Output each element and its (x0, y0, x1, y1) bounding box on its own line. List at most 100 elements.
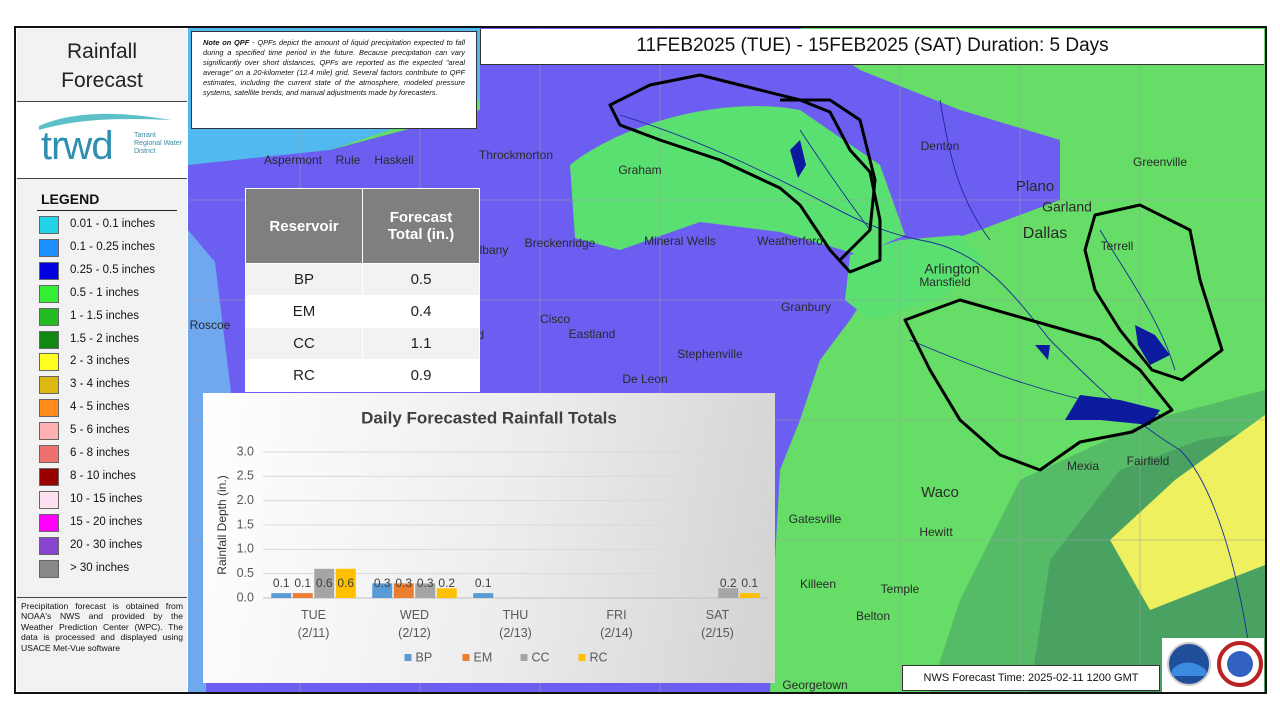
legend-swatch (39, 238, 59, 257)
legend-swatch (520, 654, 528, 661)
chart-panel: Daily Forecasted Rainfall Totals Rainfal… (203, 393, 775, 683)
data-label: 0.2 (438, 576, 455, 590)
legend-label: 3 - 4 inches (70, 378, 130, 391)
y-tick-label: 3.0 (237, 444, 254, 458)
data-label: 0.1 (294, 576, 311, 590)
table-cell: CC (245, 327, 363, 360)
legend-swatch (462, 654, 470, 661)
qpf-text: - QPFs depict the amount of liquid preci… (203, 38, 465, 98)
place-label: De Leon (622, 372, 667, 386)
legend-label: CC (532, 650, 550, 664)
place-label: Roscoe (190, 318, 231, 332)
legend-swatch (39, 490, 59, 509)
place-label: Belton (856, 609, 890, 623)
place-label: Rule (336, 153, 361, 167)
watershed-boundaries (608, 73, 1224, 472)
table-row: EM 0.4 (245, 295, 480, 328)
table-header: Reservoir Forecast Total (in.) (245, 188, 480, 264)
place-label: Graham (618, 163, 661, 177)
place-label: Weatherford (757, 234, 823, 248)
place-label: Greenville (1133, 155, 1187, 169)
legend-item: 20 - 30 inches (39, 536, 189, 556)
chart-legend: BP EM CC RC (404, 650, 608, 664)
chart-title: Daily Forecasted Rainfall Totals (361, 408, 617, 427)
place-label: Mexia (1067, 459, 1099, 473)
legend-swatch (39, 399, 59, 418)
reservoirs (790, 140, 1170, 425)
legend-label: 2 - 3 inches (70, 355, 130, 368)
place-label: Albany (472, 243, 509, 257)
bar (335, 568, 356, 598)
legend-swatch (39, 284, 59, 303)
agency-logos (1162, 638, 1264, 692)
legend-item: 10 - 15 inches (39, 490, 189, 510)
place-label: Georgetown (782, 678, 847, 692)
legend-swatch (39, 536, 59, 555)
legend-label: 1 - 1.5 inches (70, 309, 140, 322)
legend-label: 10 - 15 inches (70, 492, 143, 505)
table-body: BP 0.5 EM 0.4 CC 1.1 RC 0.9 (245, 263, 480, 392)
data-label: 0.1 (273, 576, 290, 590)
place-label: Throckmorton (479, 148, 553, 162)
legend-item: 1 - 1.5 inches (39, 307, 189, 327)
legend-label: 4 - 5 inches (70, 401, 130, 414)
legend-swatch (404, 654, 412, 661)
table-cell: 0.9 (362, 359, 480, 392)
x-tick-label: THU (2/13) (499, 608, 532, 640)
place-label: Mineral Wells (644, 234, 716, 248)
legend-item: 8 - 10 inches (39, 467, 189, 487)
legend-label: 0.1 - 0.25 inches (70, 240, 156, 253)
legend-swatch (578, 654, 586, 661)
bar (271, 593, 292, 598)
table-header-cell: Reservoir (245, 188, 363, 264)
logo-subtitle: Tarrant Regional Water District (134, 132, 182, 155)
place-label: Stephenville (677, 347, 743, 361)
data-label: 0.1 (475, 576, 492, 590)
chart: Daily Forecasted Rainfall Totals Rainfal… (215, 408, 768, 664)
qpf-note: Note on QPF - QPFs depict the amount of … (191, 31, 477, 129)
legend-label: 8 - 10 inches (70, 469, 136, 482)
data-label: 0.1 (741, 576, 758, 590)
y-tick-label: 0.5 (237, 566, 254, 580)
legend-label: 1.5 - 2 inches (70, 332, 140, 345)
bar (292, 593, 313, 598)
legend-swatch (39, 422, 59, 441)
place-label: Terrell (1101, 239, 1134, 253)
place-label: Breckenridge (525, 236, 596, 250)
bar (393, 583, 414, 598)
place-label: Haskell (374, 153, 413, 167)
bar (718, 588, 739, 598)
reservoir-table: Reservoir Forecast Total (in.) BP 0.5 EM 0.4… (245, 188, 480, 392)
logo: trwd Tarrant Regional Water District (17, 101, 187, 179)
place-label: Gatesville (789, 512, 842, 526)
legend-swatch (39, 307, 59, 326)
bar (314, 568, 335, 598)
legend-swatch (39, 376, 59, 395)
legend-item: 2 - 3 inches (39, 352, 189, 372)
table-cell: RC (245, 359, 363, 392)
place-label: Plano (1016, 178, 1054, 195)
table-cell: 1.1 (362, 327, 480, 360)
y-tick-label: 0.0 (237, 590, 254, 604)
legend-label: 0.01 - 0.1 inches (70, 218, 156, 230)
rain-zone (1110, 415, 1265, 610)
legend-swatch (39, 330, 59, 349)
legend-swatch (39, 513, 59, 532)
legend-label: 0.5 - 1 inches (70, 286, 140, 299)
legend-label: 15 - 20 inches (70, 515, 143, 528)
y-tick-label: 1.5 (237, 517, 254, 531)
legend-item: 0.1 - 0.25 inches (39, 238, 189, 258)
place-label: Dallas (1023, 225, 1067, 242)
legend-label: 6 - 8 inches (70, 447, 130, 459)
place-label: Waco (921, 484, 959, 501)
place-label: Hewitt (919, 525, 953, 539)
place-label: Arlington (924, 261, 979, 277)
table-row: BP 0.5 (245, 263, 480, 296)
x-tick-label: WED (2/12) (398, 608, 431, 640)
legend-item: 6 - 8 inches (39, 444, 189, 464)
place-label: Eastland (569, 327, 616, 341)
legend-swatch (39, 467, 59, 486)
noaa-logo-wave (1172, 662, 1206, 676)
x-tick-label: SAT (2/15) (701, 608, 734, 640)
